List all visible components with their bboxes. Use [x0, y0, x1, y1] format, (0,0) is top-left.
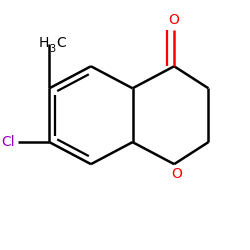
Text: O: O — [171, 167, 182, 181]
Text: H: H — [39, 36, 49, 50]
Text: 3: 3 — [50, 44, 56, 54]
Text: C: C — [56, 36, 66, 50]
Text: O: O — [169, 13, 179, 27]
Text: Cl: Cl — [2, 135, 15, 149]
